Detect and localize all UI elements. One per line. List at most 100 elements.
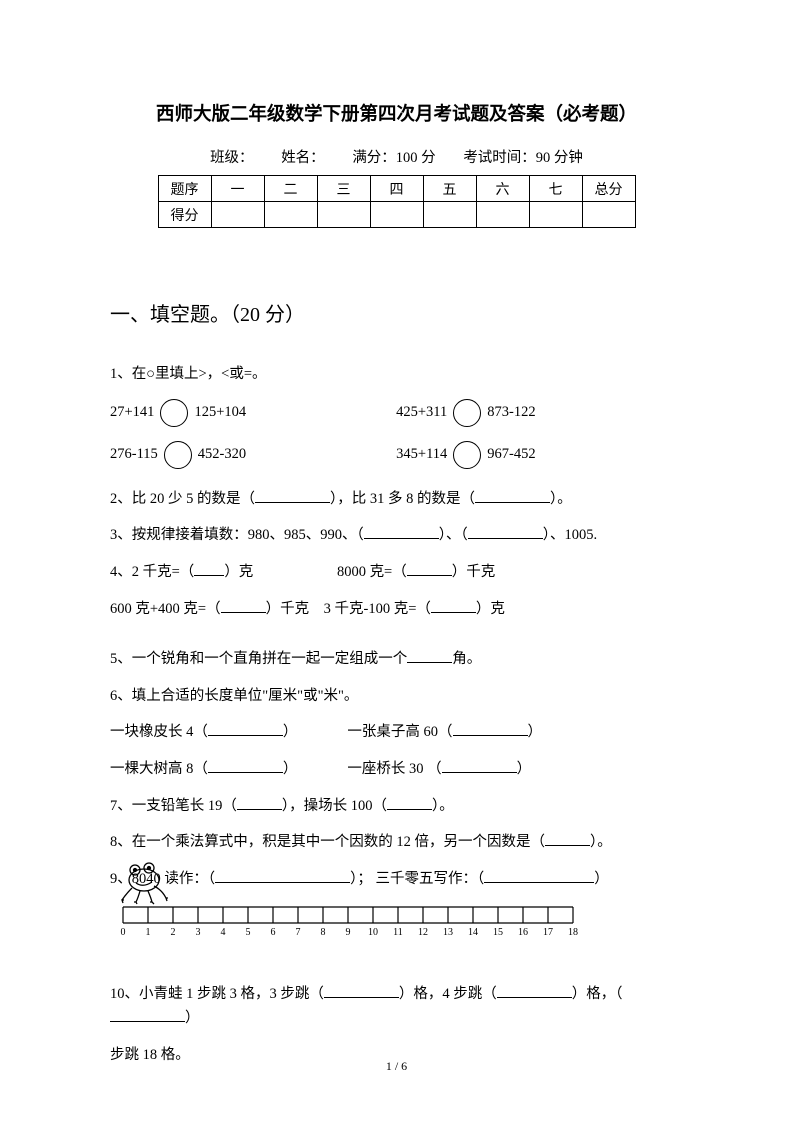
blank — [194, 575, 224, 576]
class-label: 班级： — [210, 150, 254, 166]
svg-text:8: 8 — [321, 927, 326, 937]
blank — [497, 997, 572, 998]
blank — [484, 882, 594, 883]
text: 10、小青蛙 1 步跳 3 格，3 步跳（ — [110, 986, 324, 1002]
th-total: 总分 — [582, 176, 635, 202]
svg-text:14: 14 — [468, 927, 478, 937]
th-seq: 题序 — [158, 176, 211, 202]
circle-blank-icon — [164, 441, 192, 469]
cell — [370, 202, 423, 228]
text: ）； 三千零五写作：（ — [350, 871, 484, 887]
q10: 10、小青蛙 1 步跳 3 格，3 步跳（ ）格，4 步跳（ ）格，（ ） — [110, 982, 683, 1031]
circle-blank-icon — [453, 399, 481, 427]
svg-text:12: 12 — [418, 927, 428, 937]
q4-line1: 4、2 千克=（）克 8000 克=（）千克 — [110, 560, 683, 585]
expr-right: 967-452 — [487, 446, 535, 463]
q6-item: 一座桥长 30 （） — [347, 757, 531, 782]
svg-text:4: 4 — [221, 927, 226, 937]
text: ）克 — [224, 564, 253, 580]
text: 一块橡皮长 4（ — [110, 724, 208, 740]
svg-text:2: 2 — [171, 927, 176, 937]
score-table: 题序 一 二 三 四 五 六 七 总分 得分 — [158, 175, 636, 228]
blank — [110, 1021, 185, 1022]
blank — [442, 772, 517, 773]
svg-text:3: 3 — [196, 927, 201, 937]
cell — [317, 202, 370, 228]
text: ）格，（ — [572, 986, 623, 1002]
q1-row2: 276-115 452-320 345+114 967-452 — [110, 441, 683, 469]
text: 5、一个锐角和一个直角拼在一起一定组成一个 — [110, 651, 407, 667]
expr-left: 27+141 — [110, 404, 154, 421]
text: ）克 — [476, 601, 505, 617]
q8: 8、在一个乘法算式中，积是其中一个因数的 12 倍，另一个因数是（）。 — [110, 830, 683, 855]
fullmark-label: 满分：100 分 — [352, 150, 435, 166]
blank — [407, 575, 452, 576]
text: 角。 — [452, 651, 481, 667]
q2: 2、比 20 少 5 的数是（），比 31 多 8 的数是（）。 — [110, 487, 683, 512]
text: 一棵大树高 8（ — [110, 761, 208, 777]
text: 2、比 20 少 5 的数是（ — [110, 491, 255, 507]
q4-line2: 600 克+400 克=（）千克 3 千克-100 克=（）克 — [110, 597, 683, 622]
q1-row1: 27+141 125+104 425+311 873-122 — [110, 399, 683, 427]
svg-text:17: 17 — [543, 927, 553, 937]
q6-item: 一张桌子高 60（） — [347, 720, 542, 745]
q1-item: 276-115 452-320 — [110, 441, 246, 469]
svg-text:18: 18 — [568, 927, 578, 937]
svg-text:5: 5 — [246, 927, 251, 937]
th-3: 三 — [317, 176, 370, 202]
text: 4、2 千克=（ — [110, 564, 194, 580]
page-number: 1 / 6 — [0, 1059, 793, 1074]
th-5: 五 — [423, 176, 476, 202]
svg-text:0: 0 — [121, 927, 126, 937]
q6-row1: 一块橡皮长 4（） 一张桌子高 60（） — [110, 720, 683, 745]
q5: 5、一个锐角和一个直角拼在一起一定组成一个 角。 — [110, 647, 683, 672]
q6-item: 一块橡皮长 4（） — [110, 720, 297, 745]
expr-right: 873-122 — [487, 404, 535, 421]
blank — [237, 809, 282, 810]
q1-intro: 1、在○里填上>，<或=。 — [110, 362, 683, 387]
page-title: 西师大版二年级数学下册第四次月考试题及答案（必考题） — [110, 100, 683, 126]
expr-left: 276-115 — [110, 446, 158, 463]
q9: 9、8040 读作：（）； 三千零五写作：（） — [110, 867, 683, 892]
text: ）、（ — [439, 527, 468, 543]
table-row: 得分 — [158, 202, 635, 228]
circle-blank-icon — [160, 399, 188, 427]
svg-text:7: 7 — [296, 927, 301, 937]
text: ） — [185, 1010, 200, 1026]
row-label: 得分 — [158, 202, 211, 228]
th-2: 二 — [264, 176, 317, 202]
text: 8、在一个乘法算式中，积是其中一个因数的 12 倍，另一个因数是（ — [110, 834, 545, 850]
table-row: 题序 一 二 三 四 五 六 七 总分 — [158, 176, 635, 202]
q1-item: 345+114 967-452 — [396, 441, 535, 469]
meta-line: 班级： 姓名： 满分：100 分 考试时间：90 分钟 — [110, 146, 683, 167]
text: 7、一支铅笔长 19（ — [110, 798, 237, 814]
name-label: 姓名： — [281, 150, 325, 166]
text: 3、按规律接着填数：980、985、990、（ — [110, 527, 364, 543]
q6-item: 一棵大树高 8（） — [110, 757, 297, 782]
cell — [476, 202, 529, 228]
expr-right: 452-320 — [198, 446, 246, 463]
blank — [324, 997, 399, 998]
blank — [215, 882, 350, 883]
text: ）、1005. — [543, 527, 597, 543]
blank — [545, 845, 590, 846]
text: 8000 克=（ — [337, 564, 407, 580]
q3: 3、按规律接着填数：980、985、990、（ ）、（ ）、1005. — [110, 523, 683, 548]
text: 一座桥长 30 （ — [347, 761, 441, 777]
cell — [582, 202, 635, 228]
text: ） — [594, 871, 609, 887]
svg-text:10: 10 — [368, 927, 378, 937]
time-label: 考试时间：90 分钟 — [463, 150, 583, 166]
blank — [431, 612, 476, 613]
text: ），操场长 100（ — [282, 798, 387, 814]
text: ）格，4 步跳（ — [399, 986, 497, 1002]
blank — [221, 612, 266, 613]
q7: 7、一支铅笔长 19（），操场长 100（）。 — [110, 794, 683, 819]
svg-text:9: 9 — [346, 927, 351, 937]
expr-left: 425+311 — [396, 404, 447, 421]
cell — [529, 202, 582, 228]
q6-intro: 6、填上合适的长度单位"厘米"或"米"。 — [110, 684, 683, 709]
blank — [364, 538, 439, 539]
expr-right: 125+104 — [194, 404, 246, 421]
th-4: 四 — [370, 176, 423, 202]
